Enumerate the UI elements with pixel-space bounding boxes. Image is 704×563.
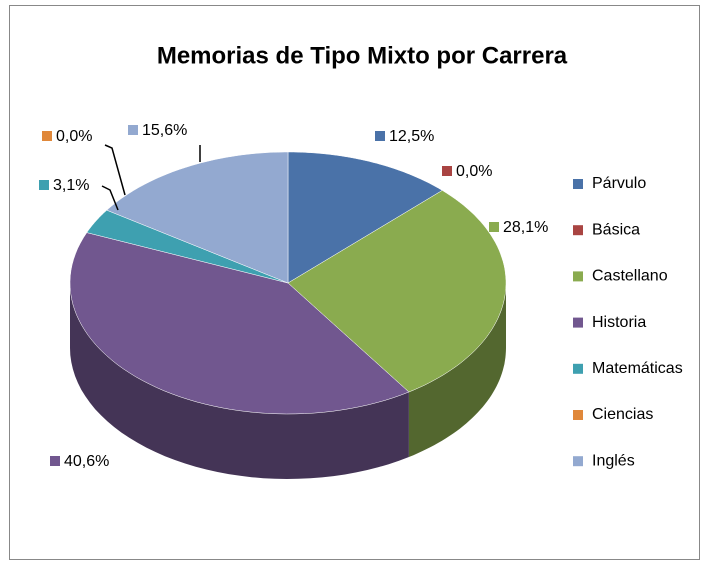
slice <box>287 151 443 284</box>
label-marker <box>42 131 52 141</box>
legend-swatch <box>573 410 583 420</box>
slice <box>287 190 507 393</box>
legend-label: Ciencias <box>592 406 653 423</box>
legend-label: Básica <box>592 221 640 238</box>
data-label: 15,6% <box>142 122 187 139</box>
data-label: 0,0% <box>56 128 92 145</box>
legend-label: Inglés <box>592 452 635 469</box>
legend-label: Historia <box>592 314 646 331</box>
legend-swatch <box>573 363 583 374</box>
data-label: 0,0% <box>456 163 492 180</box>
label-marker <box>489 222 499 232</box>
chart-title: Memorias de Tipo Mixto por Carrera <box>157 42 568 69</box>
legend-swatch <box>573 225 583 236</box>
data-label: 3,1% <box>53 177 89 194</box>
legend-label: Párvulo <box>592 175 646 192</box>
legend-swatch <box>573 456 583 467</box>
label-marker <box>39 180 49 190</box>
slice-side <box>70 283 409 479</box>
label-marker <box>375 131 385 141</box>
legend-swatch <box>573 317 583 328</box>
slice-side <box>408 283 506 457</box>
leader-line <box>104 144 126 196</box>
legend-label: Matemáticas <box>592 360 683 377</box>
slice <box>86 209 289 284</box>
legend-label: Castellano <box>592 268 668 285</box>
label-marker <box>128 125 138 135</box>
label-marker <box>50 456 60 466</box>
data-label: 28,1% <box>503 219 548 236</box>
data-label: 12,5% <box>389 128 434 145</box>
data-label: 40,6% <box>64 453 109 470</box>
slice <box>69 232 410 415</box>
leader-line <box>101 185 119 211</box>
legend-swatch <box>573 179 583 189</box>
slice <box>106 151 289 284</box>
label-marker <box>442 166 452 176</box>
legend-swatch <box>573 271 583 282</box>
